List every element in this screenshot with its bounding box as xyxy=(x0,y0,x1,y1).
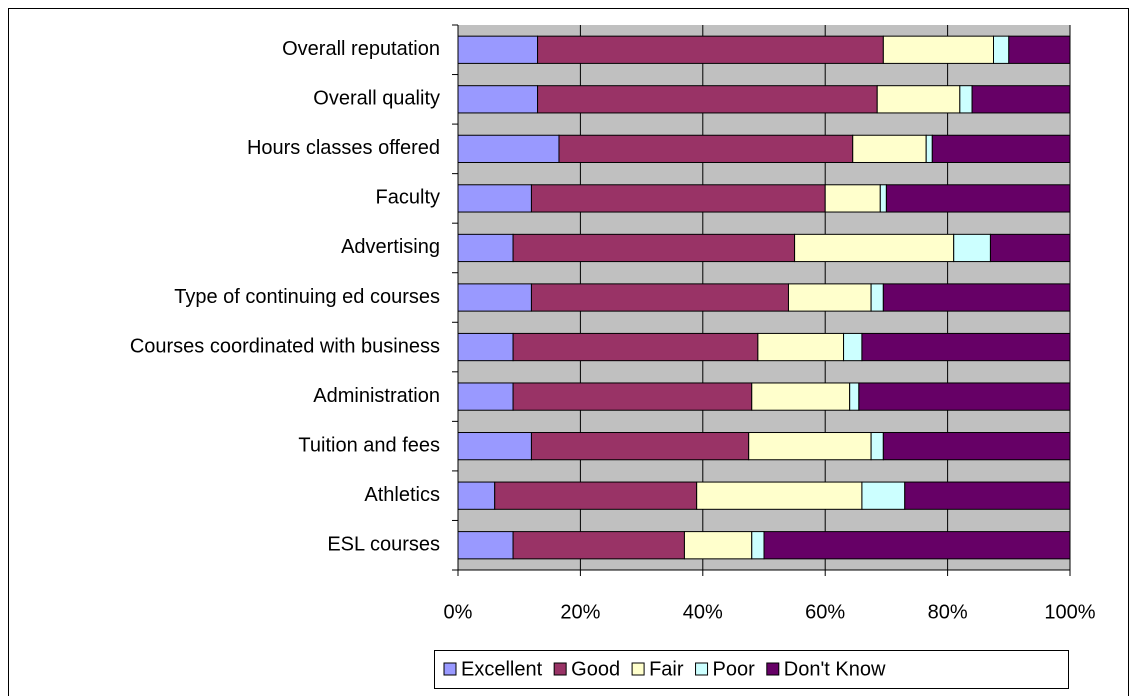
legend-label: Excellent xyxy=(461,658,543,680)
bar-segment xyxy=(494,481,698,510)
bar-segment xyxy=(757,332,845,362)
bar-segment xyxy=(512,233,796,263)
bar-segment xyxy=(457,283,532,312)
bar-segment xyxy=(876,85,961,114)
bar-segment xyxy=(683,531,753,560)
bar-segment xyxy=(457,184,532,213)
bar-segment xyxy=(971,85,1071,114)
legend-label: Poor xyxy=(713,658,756,680)
x-tick-label: 0% xyxy=(444,601,473,623)
bar-segment xyxy=(959,85,973,114)
bar-segment xyxy=(457,332,514,362)
bar-segment xyxy=(794,233,955,263)
x-tick-label: 60% xyxy=(805,601,845,623)
y-tick-label: Overall reputation xyxy=(282,38,440,60)
bar-segment xyxy=(537,35,884,64)
bar-segment xyxy=(925,134,933,163)
y-tick-label: Administration xyxy=(313,385,440,407)
bar-segment xyxy=(530,184,826,213)
bar-segment xyxy=(882,35,995,64)
bar-segment xyxy=(882,432,1071,461)
bar-segment xyxy=(852,134,927,163)
bar-segment xyxy=(904,481,1071,510)
bar-segment xyxy=(989,233,1071,263)
legend-swatch xyxy=(631,662,645,676)
legend-label: Fair xyxy=(649,658,684,680)
bar-segment xyxy=(751,382,851,411)
bar-segment xyxy=(530,432,750,461)
bar-segment xyxy=(457,531,514,560)
bar-segment xyxy=(512,332,759,362)
y-tick-label: Athletics xyxy=(364,484,440,506)
y-tick-label: ESL courses xyxy=(327,534,440,556)
bar-segment xyxy=(696,481,863,510)
y-tick-label: Advertising xyxy=(341,236,440,258)
bar-segment xyxy=(457,85,539,114)
legend-label: Don't Know xyxy=(784,658,886,680)
bar-segment xyxy=(843,332,863,362)
bar-segment xyxy=(787,283,872,312)
legend-swatch xyxy=(695,662,709,676)
bar-segment xyxy=(457,481,496,510)
bar-segment xyxy=(885,184,1071,213)
bar-segment xyxy=(858,382,1071,411)
bar-segment xyxy=(457,35,539,64)
bar-segment xyxy=(537,85,878,114)
bar-segment xyxy=(861,481,906,510)
bar-segment xyxy=(763,531,1071,560)
bar-segment xyxy=(512,382,753,411)
legend-label: Good xyxy=(571,658,620,680)
bar-segment xyxy=(849,382,860,411)
legend-box xyxy=(434,650,1069,689)
bar-segment xyxy=(824,184,881,213)
y-tick-label: Overall quality xyxy=(313,88,440,110)
y-tick-label: Hours classes offered xyxy=(247,137,440,159)
bar-segment xyxy=(457,233,514,263)
bar-segment xyxy=(931,134,1071,163)
bar-segment xyxy=(993,35,1010,64)
bar-segment xyxy=(882,283,1071,312)
y-tick-label: Tuition and fees xyxy=(298,434,440,456)
y-tick-label: Type of continuing ed courses xyxy=(174,286,440,308)
y-tick-label: Faculty xyxy=(376,187,440,209)
bar-segment xyxy=(530,283,789,312)
bar-segment xyxy=(953,233,991,263)
bar-segment xyxy=(861,332,1071,362)
x-tick-label: 100% xyxy=(1044,601,1095,623)
x-tick-label: 40% xyxy=(683,601,723,623)
legend-swatch xyxy=(766,662,780,676)
bar-segment xyxy=(457,382,514,411)
bar-segment xyxy=(558,134,854,163)
bar-segment xyxy=(870,283,884,312)
x-tick-label: 20% xyxy=(560,601,600,623)
x-tick-label: 80% xyxy=(928,601,968,623)
bar-segment xyxy=(1008,35,1071,64)
bar-segment xyxy=(457,432,532,461)
y-tick-label: Courses coordinated with business xyxy=(130,335,440,357)
legend-swatch xyxy=(553,662,567,676)
bar-segment xyxy=(870,432,884,461)
bar-segment xyxy=(748,432,872,461)
bar-segment xyxy=(751,531,765,560)
bar-segment xyxy=(457,134,560,163)
bar-segment xyxy=(879,184,887,213)
bar-segment xyxy=(512,531,685,560)
legend-swatch xyxy=(443,662,457,676)
